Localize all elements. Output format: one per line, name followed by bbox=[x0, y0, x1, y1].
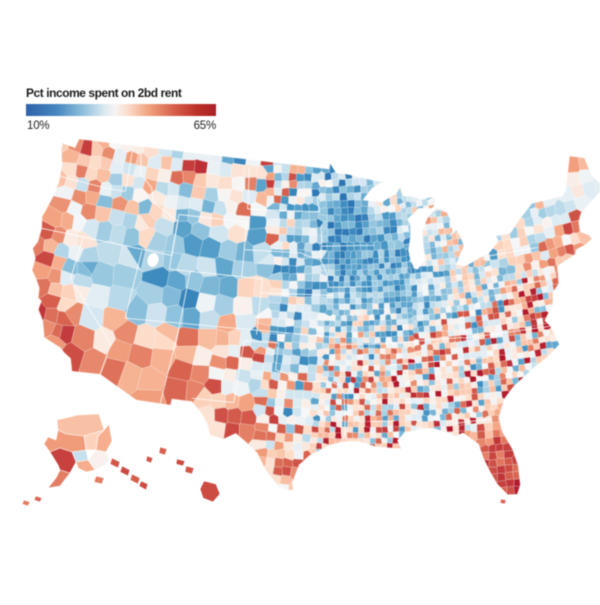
svg-text:Pct income spent on 2bd rent: Pct income spent on 2bd rent bbox=[26, 86, 182, 100]
svg-text:65%: 65% bbox=[194, 120, 216, 132]
svg-text:10%: 10% bbox=[27, 120, 49, 132]
